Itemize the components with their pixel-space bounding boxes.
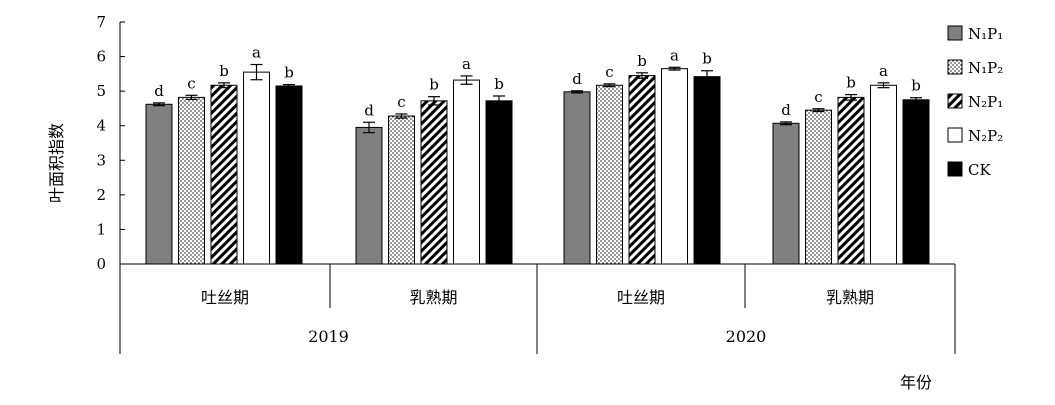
significance-letter: c	[605, 63, 613, 81]
y-tick-label: 4	[96, 117, 106, 135]
bar	[420, 100, 448, 265]
significance-letter: d	[154, 82, 164, 100]
significance-letter: b	[219, 62, 229, 80]
legend-label: N₂P₁	[968, 93, 1003, 111]
y-tick-label: 6	[96, 48, 106, 66]
year-label: 2019	[308, 327, 349, 346]
legend-label: N₂P₂	[968, 127, 1003, 145]
y-tick-label: 0	[96, 255, 106, 273]
legend-swatch	[947, 25, 963, 41]
significance-letter: c	[187, 74, 195, 92]
significance-letter: d	[781, 101, 791, 119]
y-tick-label: 1	[96, 220, 106, 238]
bar	[628, 75, 656, 265]
bar	[388, 115, 415, 265]
significance-letter: b	[284, 64, 294, 82]
bar	[243, 71, 270, 265]
bar	[772, 122, 800, 265]
significance-letter: b	[637, 52, 647, 70]
bar	[210, 84, 238, 265]
significance-letter: d	[364, 101, 374, 119]
bar	[145, 103, 173, 265]
stage-label: 吐丝期	[617, 288, 665, 307]
y-tick-label: 2	[96, 186, 106, 204]
significance-letter: d	[572, 70, 582, 88]
legend-label: N₁P₂	[968, 59, 1003, 77]
bar	[805, 109, 832, 265]
bar	[661, 68, 688, 265]
bar	[485, 100, 513, 265]
bar	[275, 85, 303, 265]
legend-swatch	[947, 59, 963, 75]
bar	[563, 91, 591, 265]
significance-letter: b	[429, 76, 439, 94]
y-tick-label: 5	[96, 82, 106, 100]
y-axis-label: 叶面积指数	[47, 123, 66, 203]
significance-letter: a	[879, 62, 888, 80]
bars-layer	[145, 63, 930, 265]
bar	[178, 96, 205, 265]
significance-letter: b	[911, 77, 921, 95]
stage-label: 乳熟期	[409, 288, 457, 307]
bar	[355, 126, 383, 265]
y-tick-label: 3	[96, 151, 106, 169]
legend-swatch	[947, 161, 963, 177]
significance-letter: b	[846, 74, 856, 92]
significance-letter: b	[494, 75, 504, 93]
labels-layer: 0 1 2 3 4 5 6 7 吐丝期 乳熟期 吐丝期 乳熟期 2019 2020 d d d d c c c c b b b b…	[96, 13, 920, 346]
bar	[596, 84, 623, 265]
legend-swatch	[947, 127, 963, 143]
significance-letter: c	[397, 93, 405, 111]
significance-letter: c	[814, 88, 822, 106]
significance-letter: a	[670, 46, 679, 64]
y-tick-label: 7	[96, 13, 106, 31]
legend-swatch	[947, 93, 963, 109]
bar	[837, 96, 865, 265]
year-label: 2020	[726, 327, 767, 346]
significance-letter: a	[462, 55, 471, 73]
x-axis-label: 年份	[900, 373, 932, 392]
bar	[693, 76, 721, 265]
stage-label: 乳熟期	[826, 288, 874, 307]
bar	[902, 99, 930, 265]
bar	[453, 79, 480, 265]
legend: N₁P₁ N₁P₂ N₂P₁ N₂P₂ CK	[947, 25, 1003, 179]
legend-label: N₁P₁	[968, 25, 1003, 43]
legend-label: CK	[968, 161, 991, 179]
significance-letter: b	[702, 50, 712, 68]
stage-label: 吐丝期	[201, 288, 249, 307]
bar	[870, 84, 897, 265]
significance-letter: a	[252, 44, 261, 62]
